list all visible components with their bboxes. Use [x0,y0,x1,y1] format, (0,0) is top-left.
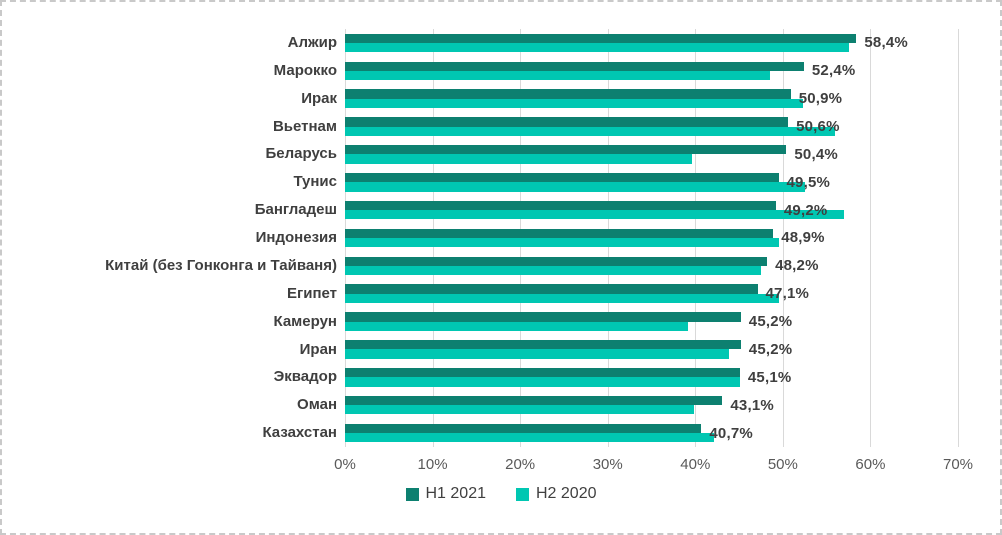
category-label: Китай (без Гонконга и Тайваня) [105,256,337,274]
bar-h1-2021-6[interactable] [345,200,776,211]
category-label: Алжир [287,34,337,51]
bar-h2-2020-6[interactable] [345,210,845,220]
bar-h2-2020-11[interactable] [345,349,729,359]
bar-h2-2020-7[interactable] [345,238,779,248]
bar-h2-2020-1[interactable] [345,70,770,81]
category-label: Камерун [273,312,338,330]
bar-h1-2021-13[interactable] [345,395,723,406]
bar-h2-2020-5[interactable] [345,182,805,192]
category-label: Ирак [301,89,337,107]
x-tick-label: 0% [334,456,356,473]
bar-h2-2020-14[interactable] [345,433,714,443]
data-label: 50,4% [794,145,838,163]
x-tick-label: 50% [767,456,798,473]
data-label: 40,7% [709,424,753,442]
x-tick-label: 30% [592,456,623,473]
category-label: Бангладеш [254,201,337,219]
legend-swatch [516,487,529,501]
category-label: Египет [286,284,337,302]
gridline [958,29,959,447]
data-label: 48,9% [781,229,825,247]
legend-item-h1-2021[interactable]: H1 2021 [405,485,487,503]
category-label: Эквадор [273,368,337,386]
data-label: 49,5% [786,173,831,191]
legend: H1 2021 H2 2020 [2,485,1000,503]
gridline [782,29,784,447]
x-tick-label: 40% [680,456,711,473]
bar-h2-2020-8[interactable] [345,265,761,276]
bar-h1-2021-1[interactable] [345,61,804,71]
legend-swatch [405,487,419,501]
category-label: Иран [299,340,337,358]
data-label: 45,1% [747,368,792,386]
category-label: Вьетнам [272,117,337,135]
bar-h1-2021-12[interactable] [345,368,740,378]
bar-h1-2021-10[interactable] [345,312,741,322]
data-label: 43,1% [730,396,774,414]
bar-h1-2021-8[interactable] [345,256,768,266]
bar-h1-2021-14[interactable] [345,423,702,434]
category-label: Марокко [273,61,337,79]
bar-h2-2020-0[interactable] [345,42,849,53]
category-label: Беларусь [265,145,338,163]
legend-label: H2 2020 [536,485,597,502]
x-tick-label: 10% [417,456,448,473]
bar-h1-2021-11[interactable] [345,340,741,350]
legend-label: H1 2021 [425,485,487,502]
bar-h1-2021-7[interactable] [345,228,774,238]
data-label: 45,2% [748,313,793,331]
bar-h2-2020-10[interactable] [345,321,689,331]
bar-h2-2020-9[interactable] [345,293,780,304]
x-tick-label: 20% [505,456,536,473]
x-tick-label: 60% [855,456,886,473]
bar-h2-2020-3[interactable] [345,126,836,136]
legend-item-h2-2020[interactable]: H2 2020 [516,485,597,503]
bar-h2-2020-4[interactable] [345,154,692,164]
data-label: 50,6% [796,118,840,136]
category-label: Индонезия [255,229,337,247]
category-label: Тунис [293,173,337,191]
bar-h1-2021-2[interactable] [345,89,791,99]
category-label: Оман [297,396,337,414]
bar-h1-2021-4[interactable] [345,145,787,155]
data-label: 52,4% [811,62,856,80]
data-label: 45,2% [748,340,793,358]
bar-h1-2021-0[interactable] [345,33,857,43]
x-tick-label: 70% [942,456,974,473]
data-label: 48,2% [775,257,819,275]
bar-h2-2020-12[interactable] [345,377,740,387]
data-label: 49,2% [783,201,828,219]
bar-h1-2021-9[interactable] [345,284,758,294]
gridline [870,29,872,447]
data-label: 50,9% [798,90,843,108]
data-label: 58,4% [864,34,908,52]
data-label: 47,1% [765,285,810,303]
bar-h1-2021-3[interactable] [345,117,789,127]
bar-h1-2021-5[interactable] [345,172,779,183]
bar-h2-2020-13[interactable] [345,405,694,415]
category-label: Казахстан [262,424,337,442]
plot-area: 58,4% 52,4% 50,9% 50,6% 50,4% 49,5% 49,2% 48,9%… [345,29,959,447]
bar-h2-2020-2[interactable] [345,98,803,108]
